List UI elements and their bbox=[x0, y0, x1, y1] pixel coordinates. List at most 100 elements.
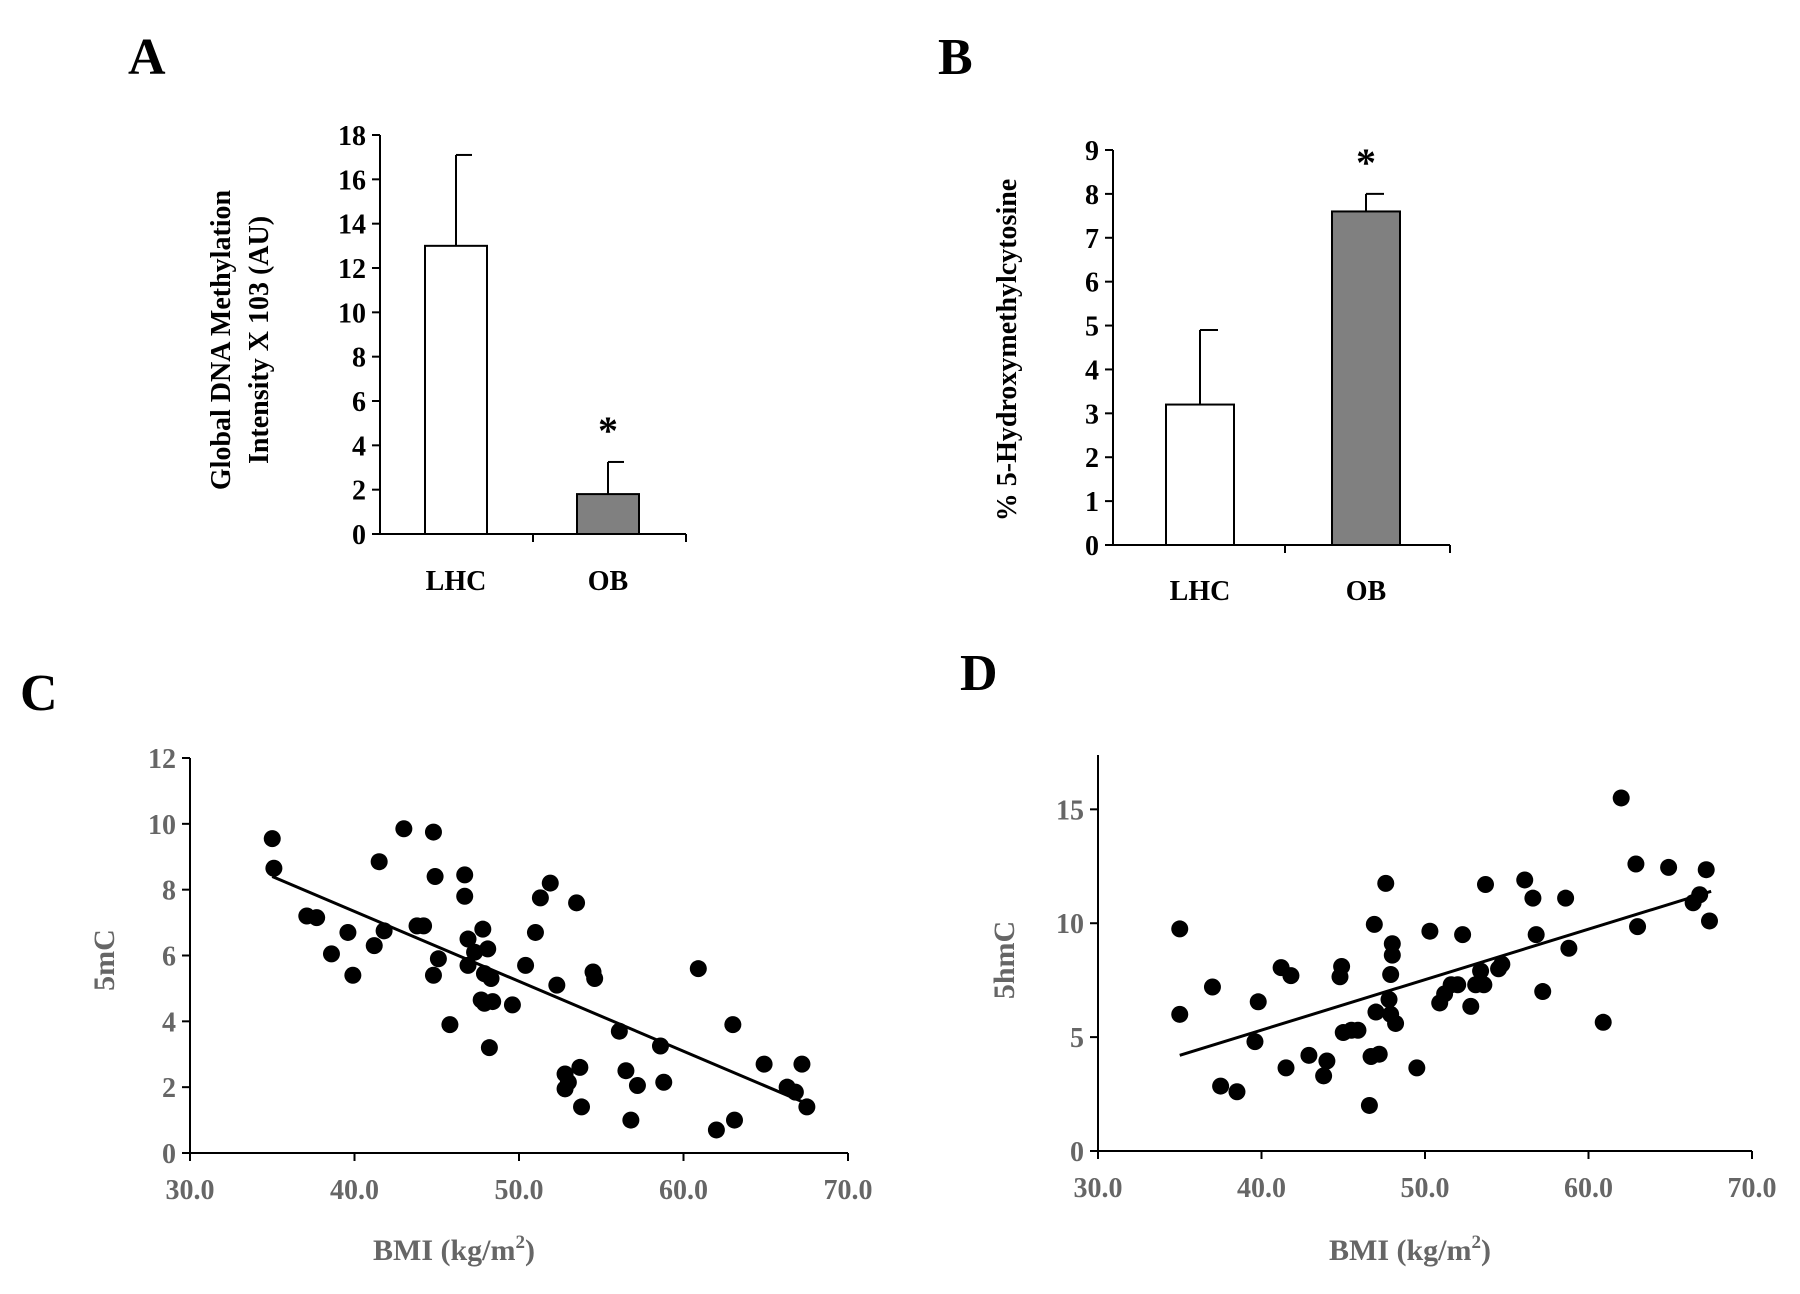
data-point bbox=[424, 966, 442, 984]
panel-a-ylabel-line2: Intensity X 103 (AU) bbox=[244, 216, 275, 464]
data-point bbox=[541, 874, 559, 892]
data-point bbox=[1380, 991, 1398, 1009]
data-point bbox=[1560, 939, 1578, 957]
data-point bbox=[1212, 1077, 1230, 1095]
data-point bbox=[429, 950, 447, 968]
data-point bbox=[622, 1111, 640, 1129]
y-tick-label: 0 bbox=[1085, 531, 1099, 562]
y-tick-label: 2 bbox=[1085, 443, 1099, 474]
panel-d-ylabel: 5hmC bbox=[988, 921, 1021, 999]
data-point bbox=[1476, 876, 1494, 893]
data-point bbox=[571, 1058, 589, 1076]
data-point bbox=[456, 866, 474, 884]
data-point bbox=[1277, 1059, 1295, 1077]
bar-lhc bbox=[424, 244, 488, 535]
data-point bbox=[1333, 958, 1351, 975]
data-point bbox=[1318, 1052, 1336, 1070]
y-tick-label: 6 bbox=[352, 387, 366, 418]
data-point bbox=[1203, 978, 1221, 996]
data-point bbox=[559, 1073, 577, 1091]
data-point bbox=[479, 940, 497, 958]
data-point bbox=[503, 996, 521, 1014]
y-tick-label: 15 bbox=[1056, 795, 1084, 826]
y-tick-label: 5 bbox=[1085, 312, 1099, 343]
panel-a-bar-chart: Global DNA Methylation Intensity X 103 (… bbox=[206, 121, 687, 597]
y-tick-label: 4 bbox=[162, 1007, 176, 1038]
panel-letter-d: D bbox=[960, 645, 998, 702]
data-point bbox=[395, 820, 413, 838]
data-point bbox=[1493, 955, 1511, 973]
data-point bbox=[265, 859, 283, 877]
y-tick-label: 6 bbox=[162, 942, 176, 973]
data-point bbox=[322, 945, 340, 963]
data-point bbox=[1700, 912, 1718, 930]
y-tick-label: 6 bbox=[1085, 268, 1099, 299]
x-category-label-lhc: LHC bbox=[1170, 576, 1231, 607]
panel-letter-c: C bbox=[20, 665, 58, 722]
panel-d-xlabel: BMI (kg/m2) bbox=[1329, 1232, 1491, 1267]
data-point bbox=[1697, 861, 1715, 879]
data-point bbox=[548, 976, 566, 994]
data-point bbox=[484, 993, 502, 1011]
panel-c-xlabel: BMI (kg/m2) bbox=[373, 1232, 535, 1267]
data-point bbox=[1454, 926, 1472, 944]
significance-star: * bbox=[598, 408, 618, 453]
data-point bbox=[1360, 1096, 1378, 1114]
y-tick-label: 14 bbox=[338, 210, 366, 241]
data-point bbox=[689, 960, 707, 978]
data-point bbox=[1282, 967, 1300, 985]
trend-line bbox=[1179, 889, 1712, 1057]
data-point bbox=[526, 923, 544, 941]
data-point bbox=[655, 1073, 673, 1091]
y-tick-label: 4 bbox=[1085, 355, 1099, 386]
y-tick-label: 9 bbox=[1085, 136, 1099, 167]
y-tick-label: 12 bbox=[338, 254, 366, 285]
y-tick-label: 4 bbox=[352, 431, 366, 462]
data-point bbox=[617, 1062, 635, 1080]
panel-b-bar-chart: % 5-Hydroxymethylcytosine 0 1 2 3 4 5 6 7 8 9 LHC O… bbox=[992, 136, 1451, 607]
data-point bbox=[339, 923, 357, 941]
data-point bbox=[1408, 1059, 1426, 1077]
data-point bbox=[1377, 874, 1395, 892]
data-point bbox=[755, 1055, 773, 1073]
data-point bbox=[586, 970, 604, 988]
data-point bbox=[415, 917, 433, 935]
x-tick-label: 70.0 bbox=[824, 1175, 873, 1206]
data-point bbox=[793, 1055, 811, 1073]
data-point bbox=[573, 1098, 591, 1116]
data-point bbox=[308, 909, 326, 927]
data-point bbox=[725, 1111, 743, 1129]
x-tick-label: 50.0 bbox=[1401, 1173, 1450, 1204]
data-point bbox=[1421, 922, 1439, 940]
data-point bbox=[1475, 976, 1493, 994]
x-tick-label: 30.0 bbox=[1074, 1173, 1123, 1204]
data-point bbox=[1249, 993, 1267, 1011]
y-tick-label: 10 bbox=[148, 810, 176, 841]
bar-ob bbox=[1331, 210, 1401, 546]
data-point bbox=[263, 830, 281, 848]
data-point bbox=[1349, 1021, 1367, 1039]
data-point bbox=[531, 889, 549, 907]
data-point bbox=[1660, 858, 1678, 876]
y-tick-label: 8 bbox=[1085, 180, 1099, 211]
y-tick-label: 2 bbox=[162, 1073, 176, 1104]
y-tick-label: 10 bbox=[1056, 909, 1084, 940]
data-point bbox=[1629, 918, 1647, 936]
data-point bbox=[424, 823, 442, 841]
panel-b-ylabel: % 5-Hydroxymethylcytosine bbox=[992, 179, 1023, 521]
data-point bbox=[370, 853, 388, 871]
data-point bbox=[459, 930, 477, 948]
x-tick-label: 40.0 bbox=[1237, 1173, 1286, 1204]
panel-d-scatter-chart: 5hmC BMI (kg/m2) 0 5 10 15 30.0 40.0 50.0 60.0 7… bbox=[988, 755, 1777, 1267]
panel-c-ylabel: 5mC bbox=[88, 929, 121, 991]
x-tick-label: 60.0 bbox=[1564, 1173, 1613, 1204]
y-tick-label: 8 bbox=[352, 343, 366, 374]
x-tick-label: 30.0 bbox=[166, 1175, 215, 1206]
x-category-label-lhc: LHC bbox=[426, 566, 487, 597]
data-point bbox=[466, 943, 484, 961]
data-point bbox=[1246, 1033, 1264, 1051]
y-tick-label: 16 bbox=[338, 165, 366, 196]
data-point bbox=[1557, 889, 1575, 907]
y-tick-label: 1 bbox=[1085, 487, 1099, 518]
data-point bbox=[1449, 976, 1467, 994]
